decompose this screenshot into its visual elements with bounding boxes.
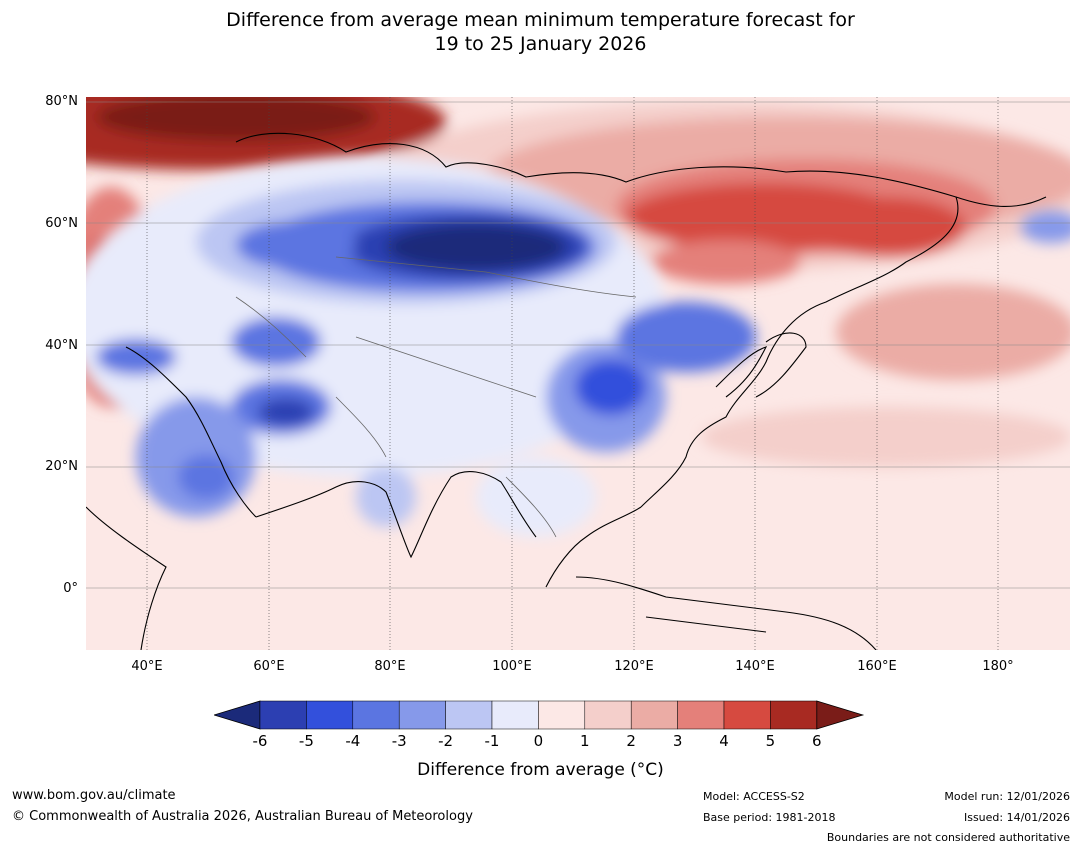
lon-label-120e: 120°E (614, 659, 654, 674)
colorbar-tick-label: -5 (298, 732, 314, 750)
lat-label-0: 0° (63, 581, 78, 596)
website-link[interactable]: www.bom.gov.au/climate (12, 788, 176, 803)
colorbar-swatch (538, 700, 586, 730)
colorbar-tick-label: 3 (672, 732, 683, 750)
lon-label-140e: 140°E (735, 659, 775, 674)
colorbar-swatch (770, 700, 818, 730)
anomaly-field (86, 97, 1070, 650)
lon-label-100e: 100°E (492, 659, 532, 674)
colorbar-swatch (630, 700, 678, 730)
colorbar-label: Difference from average (°C) (417, 760, 664, 780)
coastlines (86, 132, 1047, 650)
colorbar-tick-label: -4 (345, 732, 361, 750)
colorbar-tick-label: 1 (580, 732, 590, 750)
issued-date: Issued: 14/01/2026 (963, 811, 1070, 824)
boundary-disclaimer: Boundaries are not considered authoritat… (826, 831, 1070, 844)
colorbar-swatch (677, 700, 725, 730)
colorbar-tick-label: 6 (812, 732, 822, 750)
colorbar-swatch (445, 700, 493, 730)
colorbar (214, 700, 865, 730)
lon-label-160e: 160°E (857, 659, 897, 674)
colorbar-tick-label: -6 (252, 732, 268, 750)
lon-label-60e: 60°E (253, 659, 285, 674)
model-name: Model: ACCESS-S2 (703, 790, 805, 803)
colorbar-tick-label: -1 (484, 732, 500, 750)
colorbar-swatch (352, 700, 400, 730)
meridians (146, 97, 999, 650)
lat-label-80n: 80°N (45, 94, 78, 109)
lon-label-40e: 40°E (131, 659, 163, 674)
colorbar-tick-label: 2 (626, 732, 636, 750)
colorbar-swatch (259, 700, 307, 730)
copyright-text: © Commonwealth of Australia 2026, Austra… (12, 809, 473, 824)
base-period: Base period: 1981-2018 (703, 811, 836, 824)
model-run-date: Model run: 12/01/2026 (944, 790, 1070, 803)
map-title: Difference from average mean minimum tem… (0, 8, 1081, 56)
colorbar-swatch (306, 700, 354, 730)
colorbar-tick-label: 0 (533, 732, 544, 750)
lon-label-80e: 80°E (374, 659, 406, 674)
colorbar-extend-low (214, 700, 261, 730)
colorbar-swatch (491, 700, 539, 730)
colorbar-extend-high (816, 700, 865, 730)
colorbar-tick-label: 5 (765, 732, 776, 750)
colorbar-swatch (398, 700, 446, 730)
colorbar-swatches (214, 700, 865, 730)
title-line-2: 19 to 25 January 2026 (434, 33, 647, 55)
lon-label-180: 180° (982, 659, 1014, 674)
borders (235, 256, 637, 538)
colorbar-tick-label: -2 (438, 732, 454, 750)
colorbar-swatch (723, 700, 771, 730)
colorbar-tick-label: -3 (391, 732, 407, 750)
colorbar-swatch (584, 700, 632, 730)
forecast-map (86, 97, 1070, 650)
graticule (86, 101, 1070, 589)
lat-label-40n: 40°N (45, 338, 78, 353)
colorbar-tick-label: 4 (719, 732, 729, 750)
lat-label-20n: 20°N (45, 459, 78, 474)
title-line-1: Difference from average mean minimum tem… (226, 9, 855, 31)
lat-label-60n: 60°N (45, 216, 78, 231)
